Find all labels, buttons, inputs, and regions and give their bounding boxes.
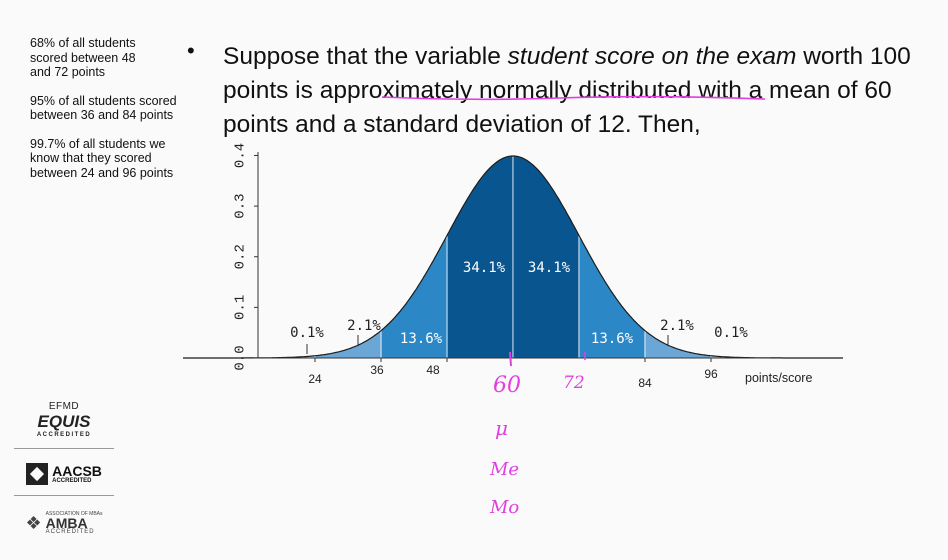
- region-24-36: [314, 329, 382, 359]
- label-01-left: 0.1%: [290, 325, 324, 341]
- aacsb-icon: [26, 463, 49, 485]
- aacsb-accredited: ACCREDITED: [52, 477, 92, 484]
- amba-association: ASSOCIATION OF MBAs: [45, 511, 103, 517]
- text-part3: with a mean of 60 points and a standard …: [223, 77, 892, 138]
- x-tick-label-96: 96: [704, 367, 718, 381]
- note-997: 99.7% of all students we know that they …: [30, 136, 174, 180]
- y-tick-label-0.0: 0.0: [233, 345, 249, 370]
- aacsb-logo: AACSB ACCREDITED: [14, 457, 114, 496]
- hand-72: 72: [563, 373, 585, 393]
- region-48-60: [446, 155, 514, 359]
- x-tick-label-84: 84: [638, 376, 652, 390]
- text-part2: worth 100 points is: [223, 43, 911, 104]
- text-italic: student score on the exam: [507, 43, 797, 70]
- y-tick-label-0.4: 0.4: [233, 143, 249, 168]
- label-34-left: 34.1%: [463, 260, 506, 276]
- amba-logo: ❖ ASSOCIATION OF MBAs AMBA ACCREDITED: [14, 504, 114, 547]
- label-13-left: 13.6%: [400, 331, 443, 347]
- amba-label: AMBA: [45, 515, 88, 531]
- highlight-underline: [381, 95, 766, 101]
- hand-mu: μ: [495, 416, 508, 440]
- accreditation-logos: EFMD EQUIS ACCREDITED AACSB ACCREDITED ❖…: [14, 395, 114, 555]
- amba-icon: ❖: [25, 513, 42, 533]
- x-tick-label-24: 24: [308, 372, 322, 386]
- hand-60: 60: [493, 373, 521, 398]
- region-60-72: [512, 155, 580, 359]
- density-curve: [183, 155, 843, 359]
- equis-label: EQUIS: [37, 412, 91, 431]
- label-13-right: 13.6%: [591, 331, 634, 347]
- hand-mean-tick: [509, 351, 512, 367]
- label-34-right: 34.1%: [528, 260, 571, 276]
- label-2-left: 2.1%: [347, 318, 381, 334]
- equis-accredited: ACCREDITED: [36, 432, 92, 438]
- y-tick-label-0.1: 0.1: [233, 295, 249, 320]
- label-01-right: 0.1%: [714, 325, 748, 341]
- hand-mode: Mo: [489, 497, 519, 518]
- efmd-label: EFMD: [48, 401, 80, 412]
- main-statement: Suppose that the variable student score …: [223, 40, 943, 142]
- aacsb-label: AACSB: [52, 462, 102, 479]
- y-tick-label-0.2: 0.2: [233, 244, 249, 269]
- text-part1: Suppose that the variable: [223, 43, 508, 70]
- x-axis-label: points/score: [745, 371, 812, 385]
- x-tick-label-36: 36: [370, 363, 384, 377]
- note-68: 68% of all students scored between 48 an…: [30, 36, 136, 79]
- equis-logo: EFMD EQUIS ACCREDITED: [14, 395, 114, 449]
- label-2-right: 2.1%: [660, 318, 694, 334]
- note-95: 95% of all students scored between 36 an…: [30, 93, 177, 123]
- y-tick-label-0.3: 0.3: [233, 193, 249, 218]
- bullet: •: [187, 38, 195, 63]
- region-84-96: [644, 329, 712, 359]
- x-tick-label-48: 48: [426, 363, 440, 377]
- hand-median: Me: [489, 459, 519, 480]
- side-notes: 68% of all students scored between 48 an…: [30, 36, 200, 194]
- amba-accredited: ACCREDITED: [45, 529, 95, 535]
